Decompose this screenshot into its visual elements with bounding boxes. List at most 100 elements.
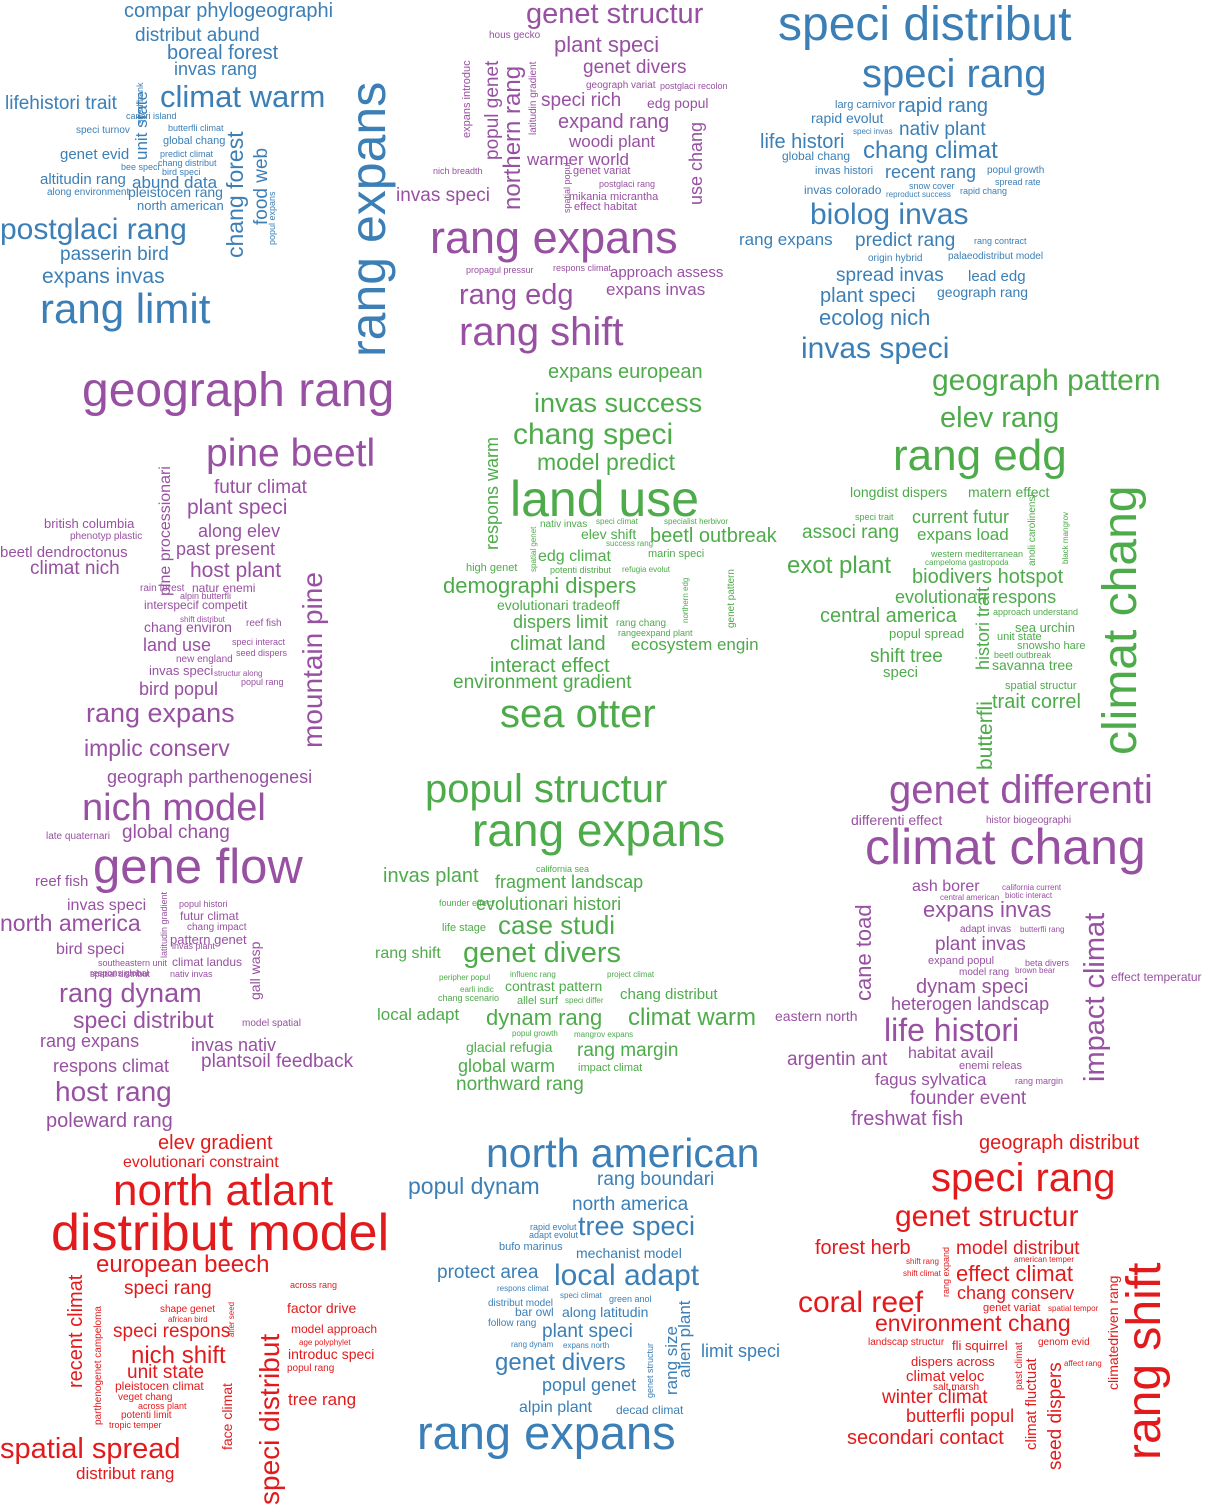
cloud-word: elev rang — [940, 402, 1059, 434]
cloud-word: introduc speci — [288, 1346, 374, 1362]
cloud-word: chang distribut — [620, 986, 718, 1003]
cloud-word: distribut model — [51, 1204, 389, 1262]
cloud-word: winter climat — [881, 1387, 988, 1408]
cloud-word: expand rang — [558, 111, 669, 133]
cloud-word: genet evid — [60, 146, 129, 163]
cloud-word: ecosystem engin — [631, 635, 759, 654]
cloud-word: interspecif competit — [144, 598, 248, 612]
cloud-word: postglaci recolon — [660, 81, 728, 91]
cloud-word: bee speci — [121, 162, 160, 172]
cloud-word: invas speci — [67, 897, 146, 914]
cloud-word: shift climat — [903, 1269, 942, 1278]
cloud-word: rang shift — [1118, 1263, 1171, 1460]
cloud-word: butterfli — [974, 701, 997, 770]
cloud-word: food web — [251, 148, 272, 225]
cloud-word: rapid evolut — [530, 1222, 577, 1232]
cloud-word: latitudin gradient — [528, 61, 539, 135]
cloud-word: adapt invas — [960, 924, 1011, 935]
cloud-word: rangeexpand plant — [618, 628, 693, 638]
cloud-word: chang forest — [222, 131, 248, 258]
cloud-word: beetl dendroctonus — [0, 544, 128, 561]
cloud-word: unit state — [132, 91, 151, 160]
cloud-word: mechanist model — [576, 1245, 682, 1261]
cloud-word: speci rang — [124, 1278, 212, 1299]
cloud-word: influenc rang — [510, 970, 556, 979]
cloud-word: differenti effect — [851, 812, 942, 828]
cloud-word: allel surf — [517, 995, 559, 1007]
cloud-word: beta divers — [1025, 958, 1070, 968]
cloud-word: beetl outbreak — [650, 525, 778, 547]
cloud-word: fragment landscap — [495, 872, 643, 892]
cloud-word: case studi — [498, 910, 615, 940]
cloud-word: spatial tempor — [1048, 1304, 1099, 1313]
cloud-word: evolutionari tradeoff — [497, 597, 620, 613]
cloud-word: impact climat — [1079, 913, 1111, 1082]
cloud-word: plant speci — [187, 496, 287, 519]
cloud-word: spread invas — [836, 265, 944, 286]
cloud-word: expans north — [563, 1341, 609, 1350]
cloud-word: unit state — [127, 1362, 204, 1383]
cloud-word: effect temperatur — [1111, 970, 1202, 984]
cloud-word: canari island — [126, 111, 177, 121]
cloud-word: dynam speci — [916, 976, 1028, 998]
cloud-word: propagul pressur — [466, 265, 534, 275]
cloud-word: rapid chang — [960, 186, 1007, 196]
cloud-word: nich model — [82, 787, 266, 829]
cloud-word: land use — [510, 471, 699, 527]
cloud-word: butterfli popul — [906, 1406, 1014, 1426]
cloud-word: affect rang — [1064, 1359, 1102, 1368]
cloud-word: rang margin — [577, 1040, 678, 1061]
cloud-word: past present — [176, 539, 275, 559]
cloud-word: forest herb — [815, 1237, 911, 1259]
cloud-word: geograph variat — [586, 80, 656, 91]
cloud-word: cane toad — [851, 904, 876, 1001]
cloud-word: age polyphylet — [299, 1338, 351, 1347]
cloud-word: climatedriven rang — [1105, 1276, 1121, 1390]
cloud-word: expand popul — [928, 955, 994, 967]
cloud-word: rang expans — [86, 698, 235, 728]
cloud-word: expans introduc — [461, 60, 473, 138]
cloud-word: effect habitat — [574, 201, 637, 213]
cloud-word: veget chang — [118, 1392, 173, 1403]
cloud-word: rang dynam — [59, 978, 202, 1008]
cloud-word: rang edg — [893, 431, 1067, 480]
cloud-word: argentin ant — [787, 1049, 888, 1070]
cloud-word: passerin bird — [60, 244, 169, 265]
cloud-word: distribut rang — [76, 1464, 174, 1483]
cloud-word: speci interact — [232, 637, 286, 647]
cloud-word: northward rang — [456, 1074, 584, 1095]
cloud-word: invas speci — [149, 663, 213, 678]
cloud-word: evolutionari constraint — [123, 1154, 279, 1171]
cloud-word: invas plant — [172, 941, 216, 951]
cloud-word: beetl outbreak — [994, 650, 1052, 660]
cloud-word: potenti limit — [121, 1410, 172, 1421]
cloud-word: demographi dispers — [443, 573, 636, 598]
cloud-word: butterfli climat — [168, 123, 224, 133]
cloud-word: bufo marinus — [499, 1241, 563, 1253]
cloud-word: approach assess — [610, 264, 723, 281]
cloud-word: geograph rang — [937, 284, 1028, 300]
cloud-word: rang expans — [417, 1406, 676, 1459]
cloud-word: local adapt — [554, 1259, 700, 1292]
cloud-word: shape genet — [160, 1304, 215, 1315]
cloud-word: life stage — [442, 922, 486, 934]
cloud-word: along latitudin — [562, 1304, 648, 1320]
cloud-word: invas plant — [383, 865, 479, 887]
cloud-word: longdist dispers — [850, 484, 947, 500]
cloud-word: chang environ — [144, 619, 232, 635]
cloud-word: brown bear — [1015, 966, 1055, 975]
cloud-word: climat veloc — [906, 1368, 985, 1385]
cloud-word: shift distribut — [180, 615, 226, 624]
cloud-word: climat fluctuat — [1023, 1357, 1040, 1450]
cloud-word: late quaternari — [46, 831, 110, 842]
cloud-word: spatial distribut — [90, 969, 151, 979]
cloud-word: impact climat — [578, 1062, 642, 1074]
cloud-word: popul growth — [512, 1029, 558, 1038]
cloud-word: implic conserv — [84, 735, 230, 761]
cloud-word: biolog invas — [810, 198, 968, 231]
cloud-word: southeastern unit — [98, 958, 168, 968]
